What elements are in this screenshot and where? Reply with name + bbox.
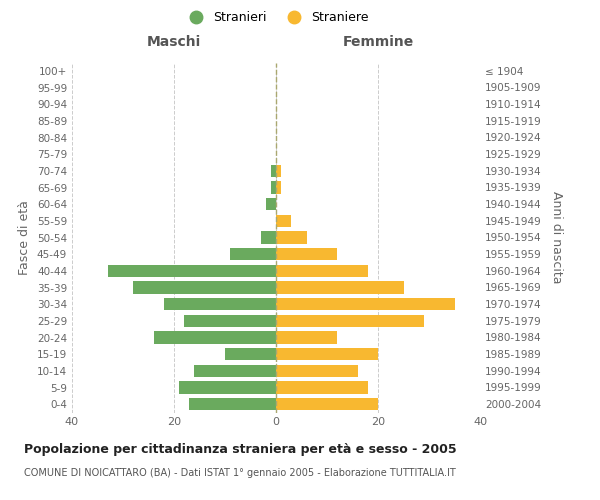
Bar: [276, 248, 337, 260]
Bar: [108, 264, 276, 277]
Bar: [276, 214, 292, 227]
Bar: [276, 381, 368, 394]
Bar: [194, 364, 276, 377]
Text: Popolazione per cittadinanza straniera per età e sesso - 2005: Popolazione per cittadinanza straniera p…: [24, 442, 457, 456]
Text: COMUNE DI NOICATTARO (BA) - Dati ISTAT 1° gennaio 2005 - Elaborazione TUTTITALIA: COMUNE DI NOICATTARO (BA) - Dati ISTAT 1…: [24, 468, 456, 478]
Bar: [276, 264, 368, 277]
Bar: [276, 331, 337, 344]
Bar: [276, 298, 455, 310]
Bar: [179, 381, 276, 394]
Bar: [190, 398, 276, 410]
Bar: [225, 348, 276, 360]
Bar: [271, 164, 276, 177]
Y-axis label: Anni di nascita: Anni di nascita: [550, 191, 563, 284]
Bar: [271, 181, 276, 194]
Bar: [133, 281, 276, 293]
Bar: [276, 348, 378, 360]
Text: Maschi: Maschi: [147, 35, 201, 49]
Y-axis label: Fasce di età: Fasce di età: [19, 200, 31, 275]
Bar: [154, 331, 276, 344]
Bar: [266, 198, 276, 210]
Bar: [276, 231, 307, 244]
Bar: [230, 248, 276, 260]
Bar: [276, 314, 424, 327]
Bar: [276, 181, 281, 194]
Bar: [276, 364, 358, 377]
Bar: [184, 314, 276, 327]
Text: Femmine: Femmine: [343, 35, 413, 49]
Bar: [276, 281, 404, 293]
Legend: Stranieri, Straniere: Stranieri, Straniere: [178, 6, 374, 29]
Bar: [276, 164, 281, 177]
Bar: [276, 398, 378, 410]
Bar: [164, 298, 276, 310]
Bar: [260, 231, 276, 244]
